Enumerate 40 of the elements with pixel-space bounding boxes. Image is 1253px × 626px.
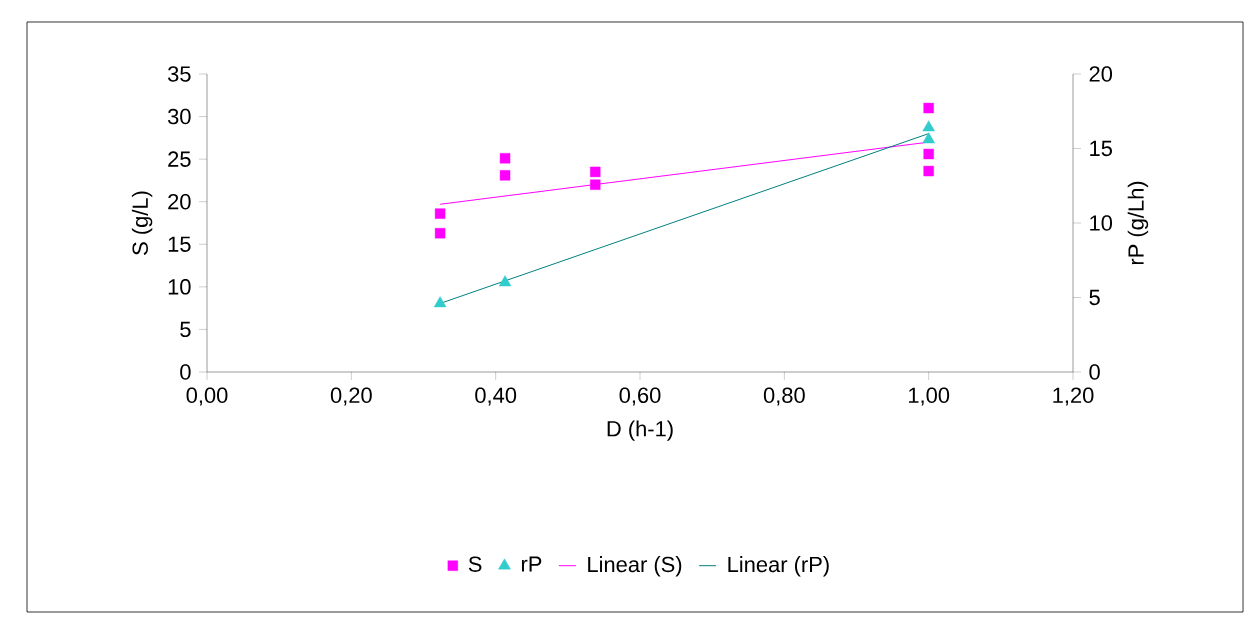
point — [498, 275, 512, 287]
y2-tick-label: 10 — [1090, 215, 1113, 231]
y-tick-label: 20 — [168, 193, 191, 210]
y2-tick-label: 20 — [1089, 66, 1113, 82]
y-tick-label: 30 — [167, 108, 191, 125]
x-tick-label: 0,80 — [763, 387, 805, 406]
x-tick-label: 1,20 — [1053, 387, 1094, 406]
point — [499, 153, 511, 164]
x-tick-label: 1,00 — [909, 387, 950, 406]
x-axis-title: D (h-1) — [607, 420, 673, 441]
y-tick-label: 35 — [167, 66, 191, 82]
point — [434, 208, 446, 219]
point — [499, 170, 511, 181]
legend-label: S — [468, 556, 482, 572]
y-tick-label: 0 — [180, 364, 191, 380]
x-tick-label: 0,00 — [186, 387, 228, 406]
point — [434, 228, 446, 239]
point — [923, 102, 934, 114]
y2-tick-label: 5 — [1089, 289, 1100, 306]
y-tick-label: 25 — [168, 151, 191, 167]
y-tick-label: 10 — [168, 279, 191, 295]
x-tick-label: 0,40 — [475, 387, 517, 406]
legend-label: Linear (S) — [588, 556, 682, 577]
point — [923, 148, 934, 160]
point — [590, 166, 601, 178]
y-axis-title: S (g/L) — [131, 191, 153, 255]
point — [923, 165, 934, 177]
x-tick-label: 0,20 — [330, 387, 372, 406]
point — [590, 179, 601, 190]
legend-label: rP — [521, 556, 542, 572]
point — [922, 120, 935, 132]
legend-label: Linear (rP) — [728, 556, 829, 577]
point — [922, 132, 935, 144]
y2-axis-title: rP (g/Lh) — [1127, 181, 1149, 265]
y2-tick-label: 0 — [1089, 364, 1100, 380]
point — [433, 296, 447, 308]
y2-tick-label: 15 — [1090, 140, 1112, 157]
x-tick-label: 0,60 — [619, 387, 661, 406]
y-tick-label: 15 — [168, 236, 191, 252]
y-tick-label: 5 — [180, 321, 191, 338]
